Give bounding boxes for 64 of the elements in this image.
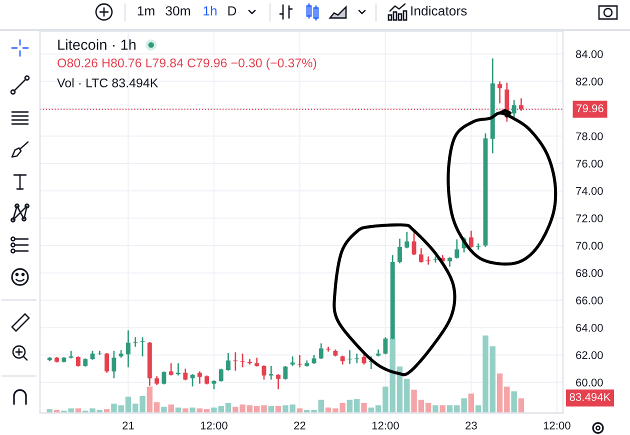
bar	[432, 405, 438, 413]
y-tick-label: 76.00	[576, 160, 603, 168]
bar	[190, 408, 196, 413]
x-tick-label: 12:00	[544, 422, 570, 430]
candlestick	[468, 230, 474, 248]
bar	[361, 402, 367, 413]
y-tick-label: 84.00	[576, 50, 603, 58]
candlestick	[226, 352, 230, 372]
annotation: Vol · LTC 83.494K	[57, 78, 158, 88]
candlestick	[240, 352, 245, 368]
y-tick-label: 72.00	[576, 214, 603, 222]
chart-title: Litecoin · 1h	[58, 39, 136, 50]
candlestick	[104, 352, 110, 374]
y-tick-label: 78.00	[576, 132, 603, 140]
candlestick	[162, 370, 166, 386]
x-tick-label: 23	[466, 422, 477, 430]
bar	[468, 394, 474, 413]
text: 1m	[138, 6, 154, 16]
candlestick	[197, 370, 202, 384]
candlestick	[383, 336, 388, 355]
candlestick	[276, 373, 280, 390]
candlestick	[404, 231, 410, 249]
candlestick	[398, 238, 402, 264]
bar	[168, 404, 174, 413]
ref-line-label: 79.96	[576, 104, 604, 112]
candlestick	[112, 350, 116, 379]
candlestick	[218, 368, 224, 382]
candlestick	[183, 368, 188, 381]
candlestick	[168, 362, 174, 376]
candlestick	[412, 231, 416, 256]
candlestick	[498, 80, 502, 104]
bar	[440, 405, 446, 413]
candlestick	[283, 365, 288, 380]
y-tick-label: 74.00	[576, 187, 603, 195]
candlestick	[454, 238, 460, 260]
y-tick-label: 70.00	[576, 242, 603, 250]
text: 1h	[204, 6, 216, 16]
y-tick-label: 66.00	[576, 296, 603, 304]
y-tick-label: 64.00	[576, 324, 603, 332]
x-tick-label: 12:00	[372, 422, 399, 430]
text: D	[228, 6, 236, 16]
bar	[511, 391, 517, 413]
candlestick	[448, 256, 452, 268]
candlestick	[318, 342, 324, 360]
y-tick-label: 62.00	[576, 351, 603, 360]
y-tick-label: 60.00	[576, 378, 603, 386]
candlestick	[348, 350, 352, 365]
bar	[518, 398, 524, 413]
x-tick-label: 22	[294, 422, 306, 430]
text: 30m	[166, 6, 190, 16]
candlestick	[126, 330, 130, 368]
y-tick-label: 68.00	[576, 269, 603, 278]
text: Indicators	[411, 6, 467, 16]
bar	[161, 406, 167, 413]
bar	[182, 408, 188, 413]
y-tick-label: 82.00	[576, 78, 603, 86]
candlestick	[290, 356, 295, 367]
annotation: O80.26 H80.76 L79.84 C79.96 −0.30 (−0.37%)	[58, 58, 316, 70]
x-tick-label: 12:00	[200, 422, 228, 430]
candlestick	[418, 248, 424, 264]
x-tick-label: 21	[122, 422, 134, 430]
candlestick	[268, 365, 274, 380]
text: 83.494K	[570, 393, 611, 401]
candlestick	[76, 356, 80, 368]
